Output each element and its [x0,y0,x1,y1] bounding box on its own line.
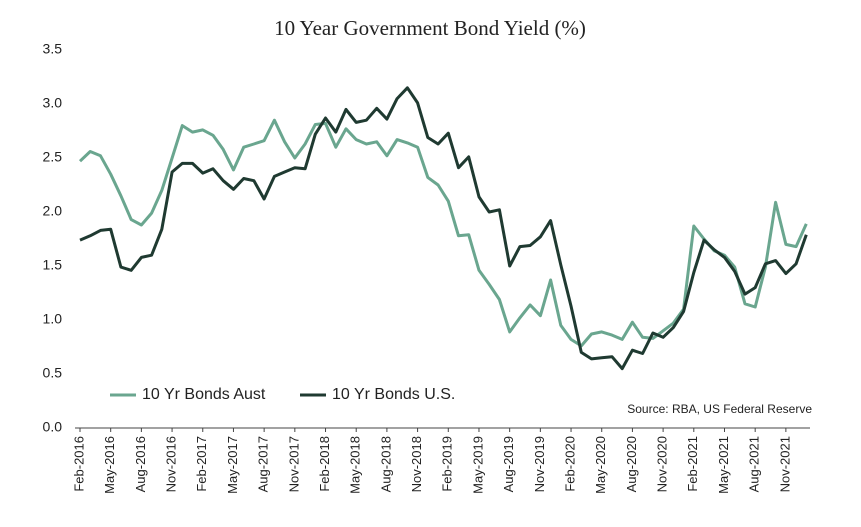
x-tick-label: May-2021 [716,436,731,494]
x-tick-label: Nov-2018 [409,436,424,492]
y-tick-label: 1.5 [43,257,63,273]
x-tick-label: Nov-2017 [286,436,301,492]
x-tick-label: May-2020 [593,436,608,494]
series-line [79,86,808,371]
x-tick-label: Aug-2020 [624,436,639,492]
x-tick-label: Nov-2016 [164,436,179,492]
x-tick-label: Aug-2017 [256,436,271,492]
x-tick-label: Aug-2016 [133,436,148,492]
x-tick-label: May-2016 [102,436,117,494]
y-tick-label: 3.5 [43,41,63,57]
x-tick-label: Aug-2019 [501,436,516,492]
y-tick-label: 1.0 [43,311,63,327]
y-tick-label: 2.5 [43,149,63,165]
x-tick-label: Feb-2018 [317,436,332,492]
legend-label: 10 Yr Bonds U.S. [332,386,455,403]
legend-label: 10 Yr Bonds Aust [142,386,266,403]
x-tick-label: Feb-2019 [440,436,455,492]
x-tick-label: Feb-2020 [562,436,577,492]
x-tick-label: May-2017 [225,436,240,494]
x-tick-label: May-2019 [470,436,485,494]
x-tick-label: Aug-2021 [747,436,762,492]
x-tick-label: May-2018 [348,436,363,494]
x-tick-label: Nov-2021 [777,436,792,492]
x-tick-label: Feb-2017 [194,436,209,492]
y-tick-label: 2.0 [43,203,63,219]
chart-title: 10 Year Government Bond Yield (%) [274,16,586,40]
y-tick-label: 0.5 [43,365,63,381]
series-line [78,118,808,348]
x-tick-label: Feb-2021 [685,436,700,492]
x-tick-label: Aug-2018 [378,436,393,492]
y-tick-label: 0.0 [43,419,63,435]
y-tick-label: 3.0 [43,95,63,111]
source-note: Source: RBA, US Federal Reserve [627,402,812,416]
x-tick-label: Nov-2019 [532,436,547,492]
x-tick-label: Feb-2016 [71,436,86,492]
x-tick-label: Nov-2020 [655,436,670,492]
